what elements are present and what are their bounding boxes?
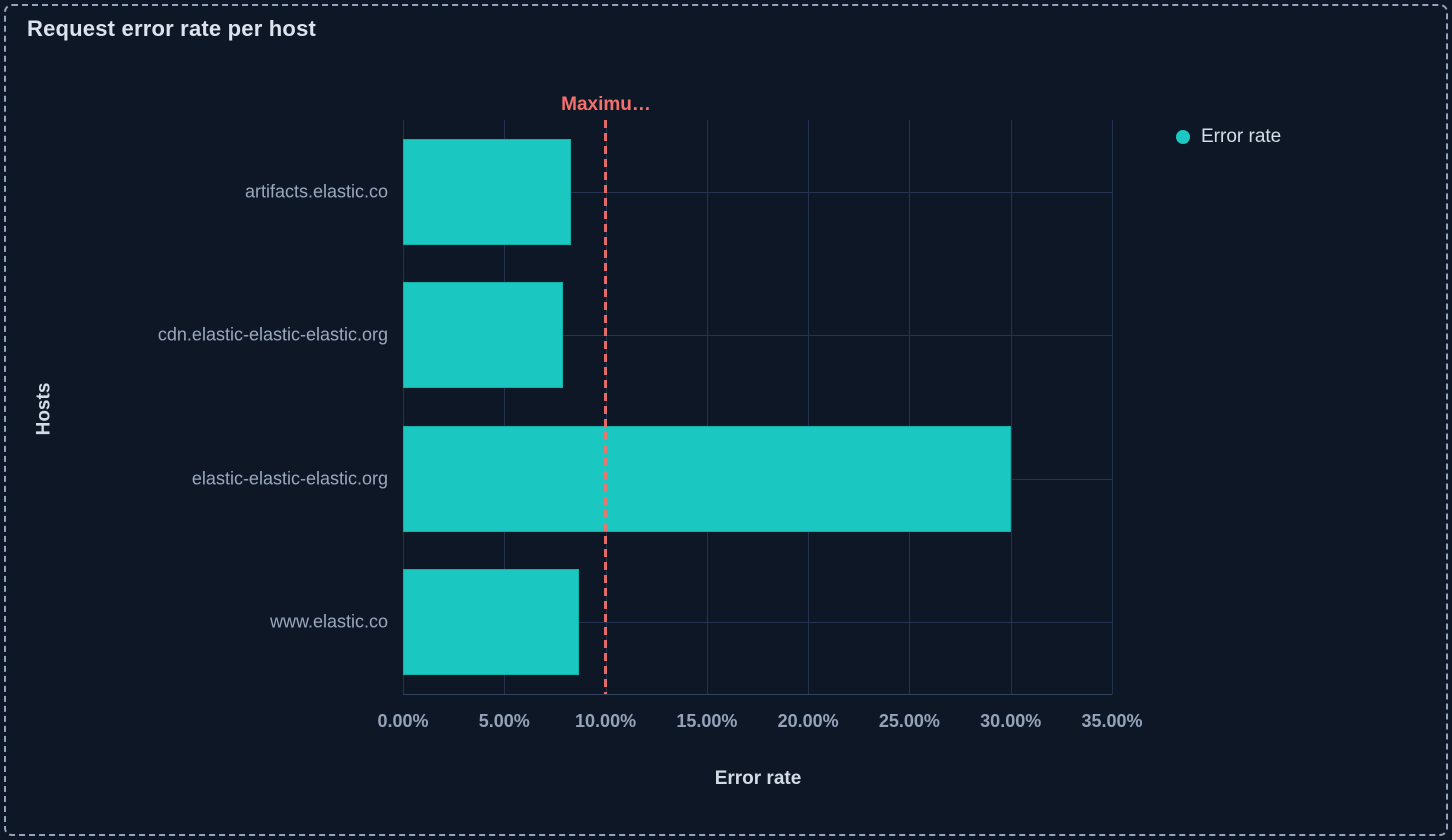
y-category-label: artifacts.elastic.co xyxy=(244,181,388,202)
x-gridline xyxy=(1112,120,1113,694)
legend: Error rate xyxy=(1176,126,1281,148)
x-tick-label: 20.00% xyxy=(777,711,839,731)
y-gridline xyxy=(403,622,1112,624)
y-category-label: elastic-elastic-elastic.org xyxy=(191,468,388,489)
x-tick-label: 15.00% xyxy=(676,711,738,731)
legend-item-error-rate[interactable]: Error rate xyxy=(1176,126,1281,148)
x-tick-label: 5.00% xyxy=(478,711,530,731)
x-axis-title: Error rate xyxy=(714,768,802,789)
y-category-label: cdn.elastic-elastic-elastic.org xyxy=(157,324,388,345)
y-gridline xyxy=(403,335,1112,337)
x-tick-label: 30.00% xyxy=(980,711,1042,731)
bar-www.elastic.co[interactable] xyxy=(403,569,580,676)
legend-series-label: Error rate xyxy=(1201,126,1282,147)
x-tick-label: 0.00% xyxy=(377,711,429,731)
y-axis-title: Hosts xyxy=(33,382,55,436)
x-gridline xyxy=(403,120,404,694)
x-gridline xyxy=(504,120,506,694)
x-gridline xyxy=(808,120,810,694)
bar-artifacts.elastic.co[interactable] xyxy=(403,138,572,245)
y-category-label: www.elastic.co xyxy=(269,611,388,632)
x-gridline xyxy=(1010,120,1012,694)
bar-elastic-elastic-elastic.org[interactable] xyxy=(403,425,1011,532)
y-gridline xyxy=(403,191,1112,193)
x-tick-label: 25.00% xyxy=(878,711,940,731)
x-tick-label: 10.00% xyxy=(575,711,637,731)
x-axis-line xyxy=(403,694,1112,695)
threshold-line xyxy=(604,120,608,694)
legend-series-dot-icon xyxy=(1176,130,1190,144)
x-gridline xyxy=(706,120,708,694)
x-gridline xyxy=(909,120,911,694)
bar-cdn.elastic-elastic-elastic.org[interactable] xyxy=(403,282,564,389)
panel-title: Request error rate per host xyxy=(27,16,317,41)
x-tick-label: 35.00% xyxy=(1081,711,1143,731)
threshold-annotation-label[interactable]: Maximu… xyxy=(561,94,651,115)
